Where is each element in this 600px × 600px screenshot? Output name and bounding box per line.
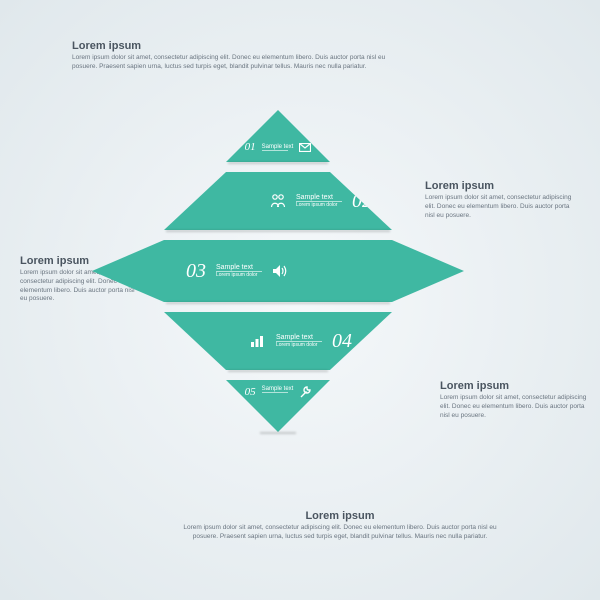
slice-sub: Lorem ipsum dolor [276,342,317,348]
text-block-right2: Lorem ipsum Lorem ipsum dolor sit amet, … [440,380,590,420]
slice-5: 05 Sample text [226,380,330,432]
slice-label: Sample text [216,264,253,271]
text-title: Lorem ipsum [170,510,510,522]
slice-shadow [228,162,328,164]
slice-label: Sample text [276,334,313,341]
mail-icon [299,143,311,152]
wrench-icon [299,386,311,398]
slice-shadow [228,370,328,372]
text-body: Lorem ipsum dolor sit amet, consectetur … [425,194,575,220]
slice-2: Sample text Lorem ipsum dolor 02 [164,172,392,230]
slice-1: 01 Sample text [226,110,330,162]
slice-shadow [260,432,296,434]
text-block-bottom: Lorem ipsum Lorem ipsum dolor sit amet, … [170,510,510,542]
text-body: Lorem ipsum dolor sit amet, consectetur … [72,54,412,72]
text-body: Lorem ipsum dolor sit amet, consectetur … [170,524,510,542]
slice-sub: Lorem ipsum dolor [216,272,257,278]
text-body: Lorem ipsum dolor sit amet, consectetur … [440,394,590,420]
slice-shadow [166,302,390,304]
bars-icon [250,334,266,348]
text-block-top: Lorem ipsum Lorem ipsum dolor sit amet, … [72,40,412,72]
slice-sub: Lorem ipsum dolor [296,202,337,208]
slice-4: Sample text Lorem ipsum dolor 04 [164,312,392,370]
slice-number: 04 [332,330,352,353]
sound-icon [272,264,288,278]
text-block-right1: Lorem ipsum Lorem ipsum dolor sit amet, … [425,180,575,220]
slice-number: 05 [245,386,256,398]
slice-label: Sample text [296,194,333,201]
slice-number: 02 [352,190,372,213]
people-icon [270,193,286,209]
slice-number: 03 [186,260,206,283]
text-title: Lorem ipsum [425,180,575,192]
slice-shadow [166,230,390,232]
text-title: Lorem ipsum [72,40,412,52]
slice-number: 01 [245,141,256,153]
slice-3: 03 Sample text Lorem ipsum dolor [92,240,464,302]
text-title: Lorem ipsum [440,380,590,392]
